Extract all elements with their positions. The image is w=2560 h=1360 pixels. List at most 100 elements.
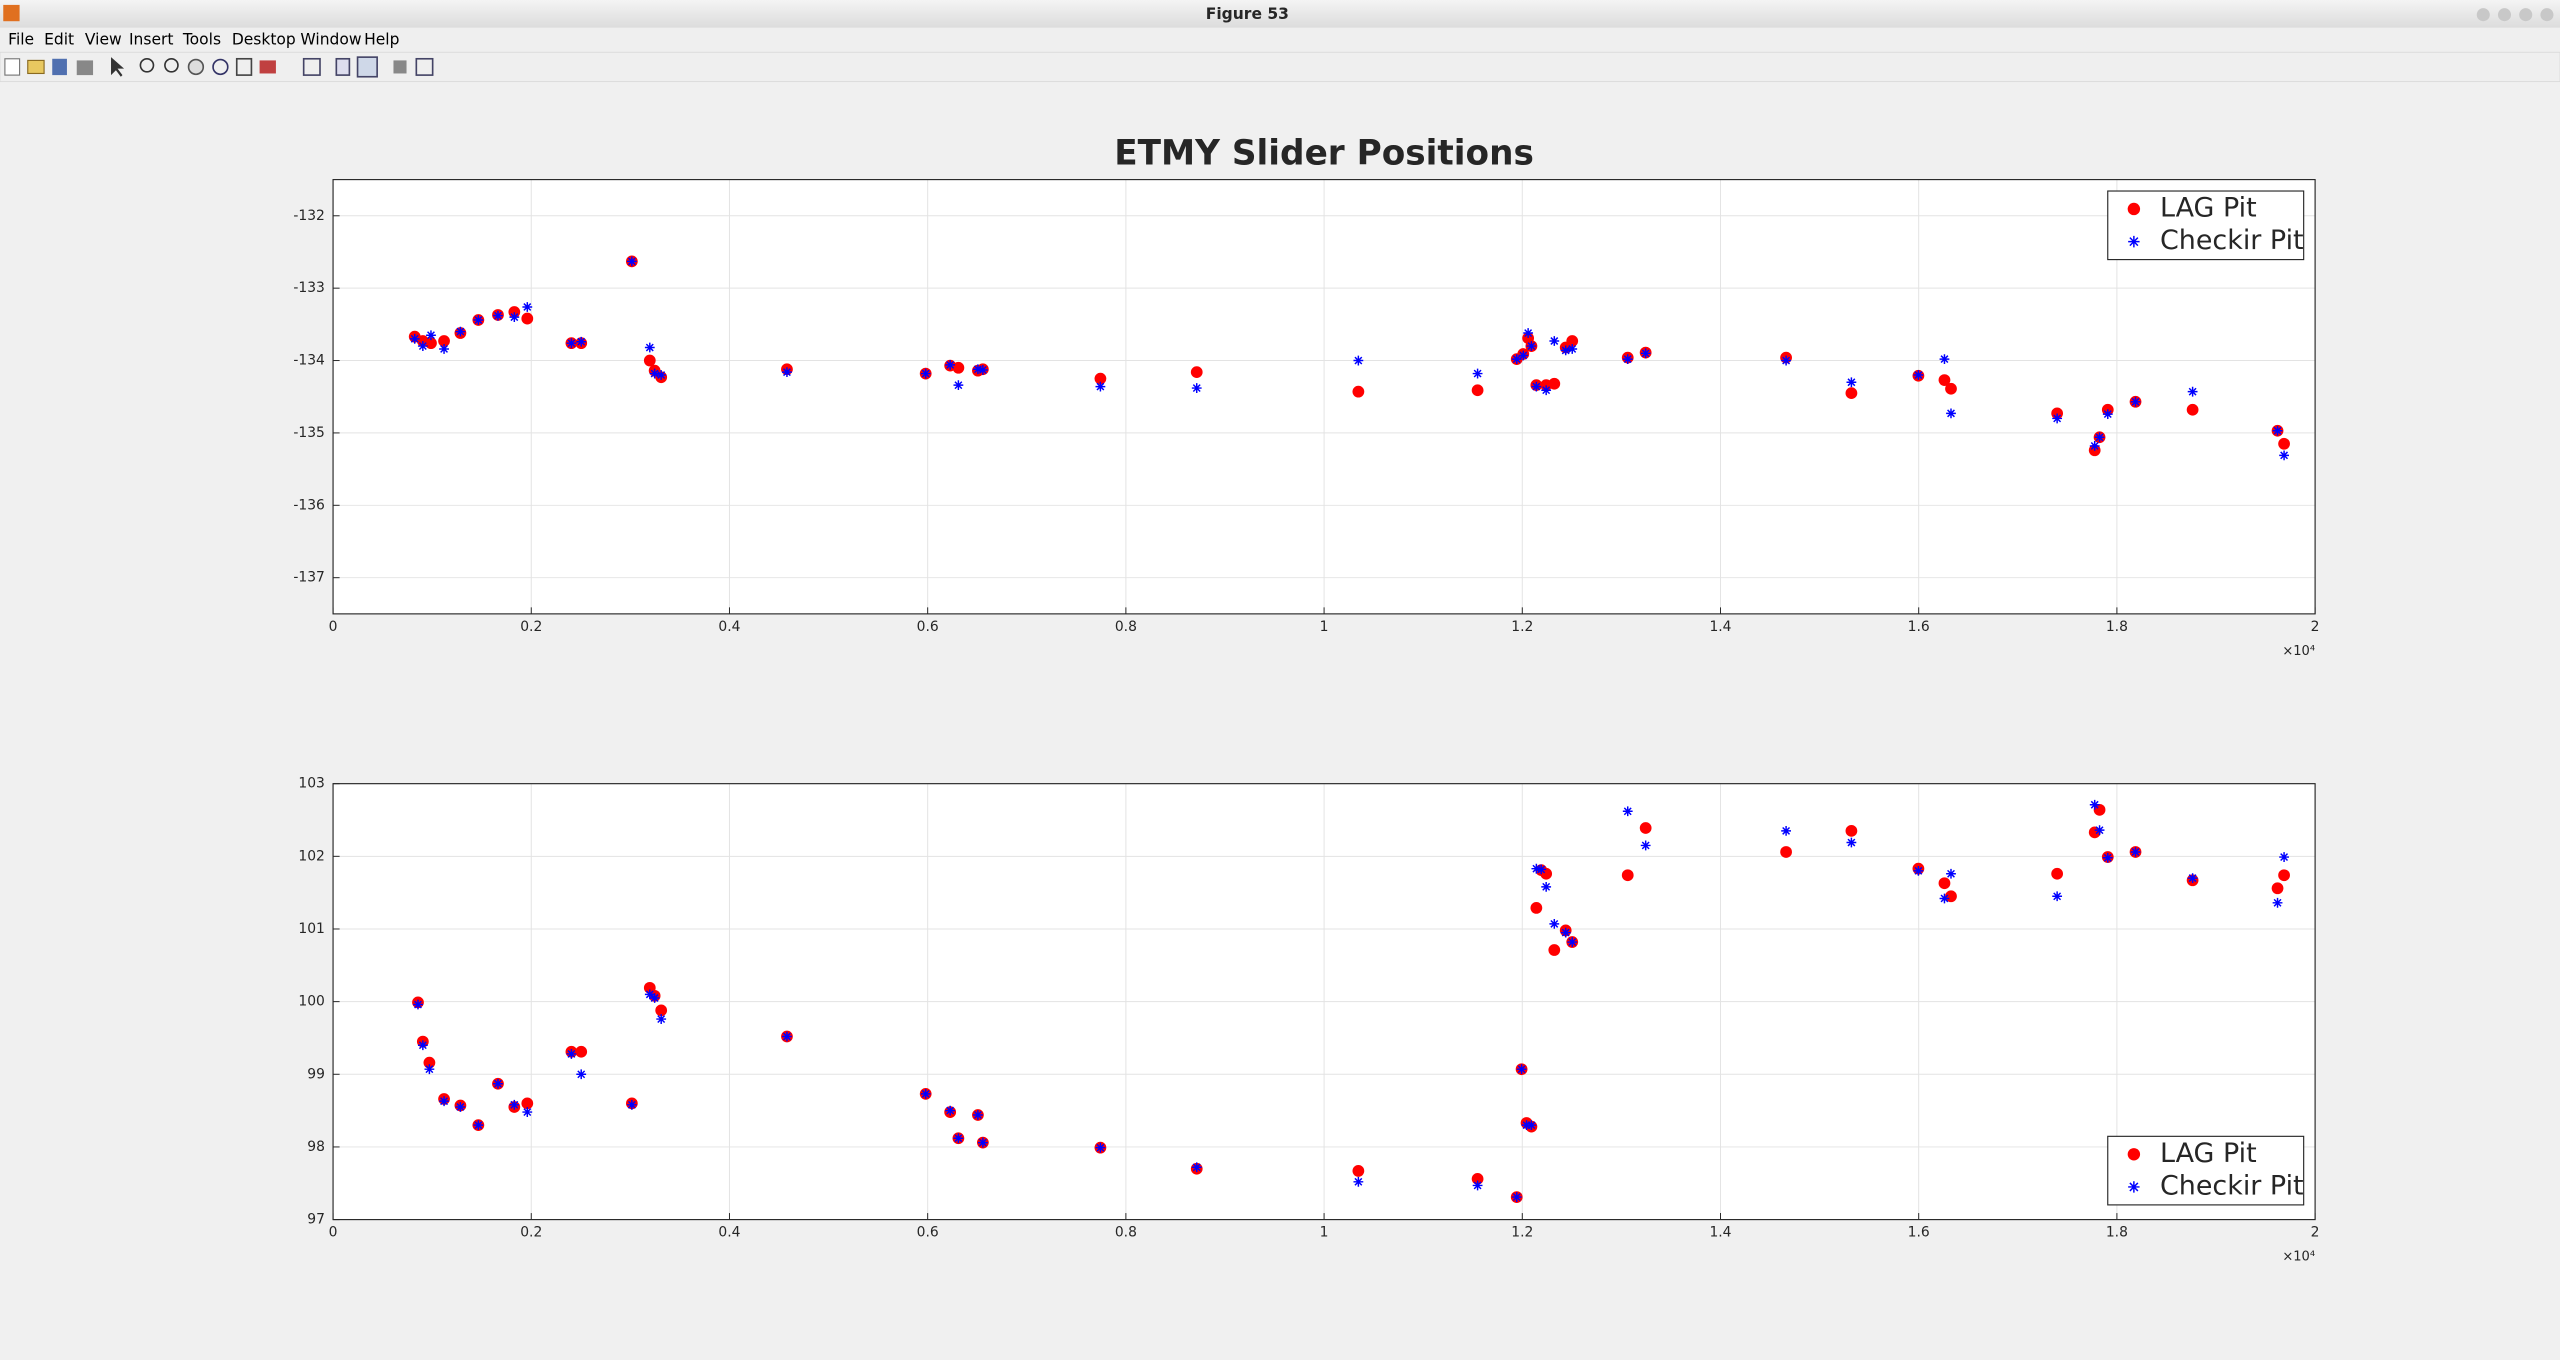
checkir-marker — [782, 1031, 792, 1042]
checkir-marker — [1191, 1162, 1202, 1173]
checkir-marker — [1541, 385, 1552, 396]
checkir-marker — [2094, 432, 2105, 443]
checkir-marker — [413, 999, 423, 1010]
checkir-marker — [2094, 825, 2105, 836]
x-tick-label: 1.4 — [1709, 1225, 1731, 1241]
checkir-marker — [1913, 370, 1924, 380]
tool-button[interactable] — [415, 57, 434, 76]
tool-button[interactable] — [235, 57, 253, 76]
y-tick-label: -135 — [293, 425, 324, 441]
x-tick-label: 0.8 — [1115, 1225, 1137, 1241]
menu-item[interactable]: Window — [300, 30, 361, 48]
x-tick-label: 1.4 — [1709, 619, 1731, 635]
lag-marker — [2088, 826, 2101, 839]
checkir-marker — [1526, 341, 1537, 351]
checkir-marker — [1946, 408, 1956, 419]
y-tick-label: -134 — [293, 353, 325, 369]
lag-marker — [1780, 846, 1792, 858]
menu-item[interactable]: View — [85, 30, 122, 48]
tool-button[interactable] — [139, 57, 155, 73]
window-button[interactable] — [2540, 8, 2554, 22]
x-tick-label: 2 — [2311, 1225, 2320, 1241]
checkir-marker — [1939, 893, 1950, 904]
window-button[interactable] — [2497, 8, 2512, 22]
checkir-marker — [1622, 354, 1633, 364]
y-tick-label: 100 — [298, 994, 324, 1010]
tool-button[interactable] — [335, 57, 351, 76]
checkir-marker — [2279, 450, 2289, 461]
lag-marker — [1471, 384, 1484, 397]
checkir-marker — [1567, 344, 1578, 354]
lag-marker — [521, 1097, 534, 1110]
menu-item[interactable]: File — [8, 30, 34, 48]
checkir-marker — [1622, 806, 1633, 817]
checkir-marker — [2052, 891, 2063, 902]
checkir-marker — [920, 368, 931, 379]
checkir-marker — [1511, 1192, 1522, 1202]
lag-marker — [1530, 902, 1543, 914]
window-button[interactable] — [2476, 8, 2490, 22]
axes-border — [332, 179, 2316, 615]
lag-marker — [1094, 372, 1107, 385]
window-button[interactable] — [2519, 8, 2533, 22]
x-tick-label: 0.8 — [1115, 619, 1137, 635]
checkir-marker — [455, 326, 466, 337]
lag-marker — [438, 335, 450, 347]
lag-marker — [425, 337, 437, 350]
x-tick-label: 1.2 — [1511, 1225, 1533, 1241]
checkir-marker — [656, 1014, 667, 1024]
x-tick-label: 1.6 — [1908, 619, 1930, 635]
x-tick-label: 1.2 — [1511, 619, 1533, 635]
tool-button[interactable] — [187, 58, 205, 76]
checkir-marker — [1946, 868, 1956, 879]
menu-item[interactable]: Desktop — [232, 30, 296, 48]
tool-button[interactable] — [76, 60, 94, 76]
menu-item[interactable]: Insert — [129, 30, 173, 48]
checkir-marker — [945, 359, 956, 370]
tool-button[interactable] — [302, 57, 321, 76]
checkir-marker — [493, 1078, 503, 1089]
tool-button[interactable] — [164, 57, 179, 73]
tool-button[interactable] — [212, 58, 229, 76]
x-tick-label: 0.6 — [917, 619, 939, 635]
checkir-marker — [417, 1040, 428, 1051]
lag-marker — [1190, 366, 1203, 379]
checkir-marker — [426, 330, 436, 341]
lag-marker — [2186, 403, 2199, 416]
checkir-marker — [656, 370, 667, 380]
tool-button[interactable] — [4, 58, 21, 76]
checkir-marker — [2130, 847, 2141, 857]
lag-marker — [1845, 825, 1858, 837]
lag-marker — [1938, 877, 1951, 890]
checkir-marker — [2187, 873, 2198, 884]
x-tick-label: 1.6 — [1908, 1225, 1930, 1241]
tool-button[interactable] — [259, 60, 276, 74]
checkir-marker — [973, 1110, 983, 1120]
lag-marker — [1621, 869, 1634, 882]
lag-marker — [1845, 387, 1858, 399]
lag-marker — [575, 1045, 588, 1058]
checkir-marker — [1353, 355, 1364, 366]
lag-marker — [2271, 882, 2284, 895]
tool-button[interactable] — [27, 59, 45, 75]
checkir-marker — [2130, 396, 2141, 407]
checkir-marker — [576, 336, 587, 347]
checkir-marker — [1640, 840, 1651, 851]
y-tick-label: -136 — [293, 497, 324, 513]
checkir-marker — [2128, 235, 2140, 248]
toolbar — [0, 51, 2560, 83]
legend-label: Checkir Pit — [2160, 225, 2304, 256]
checkir-marker — [2272, 425, 2283, 436]
checkir-marker — [1523, 328, 1534, 338]
tool-button[interactable] — [52, 58, 67, 76]
checkir-marker — [2187, 386, 2198, 397]
tool-button[interactable] — [393, 60, 407, 74]
tool-button[interactable] — [356, 56, 378, 78]
y-tick-label: -132 — [293, 208, 324, 224]
checkir-marker — [1781, 826, 1791, 836]
x-tick-label: 2 — [2311, 619, 2320, 635]
menu-item[interactable]: Tools — [182, 30, 221, 48]
checkir-marker — [953, 1133, 964, 1144]
menu-item[interactable]: Edit — [44, 30, 74, 48]
menu-item[interactable]: Help — [364, 30, 399, 48]
